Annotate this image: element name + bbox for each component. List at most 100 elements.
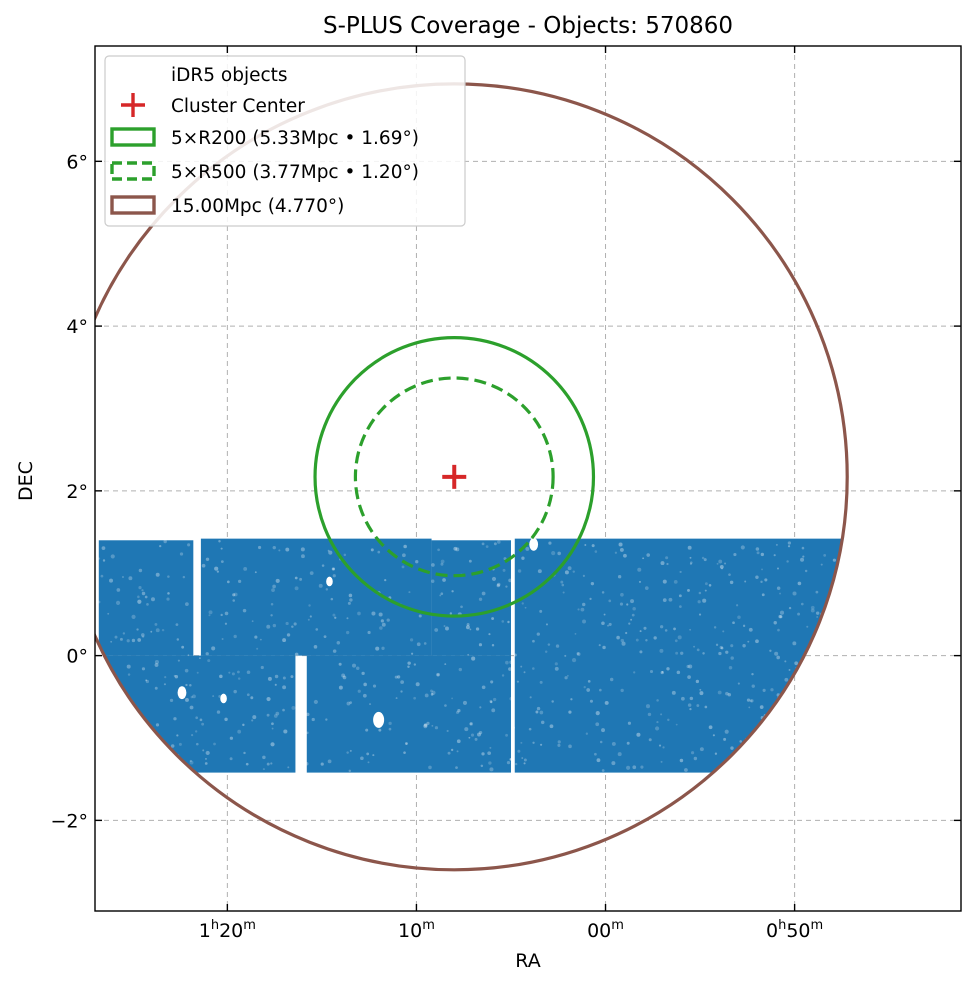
sparse-region bbox=[308, 604, 311, 607]
sparse-region bbox=[150, 630, 153, 633]
sparse-region bbox=[881, 759, 884, 762]
sparse-region bbox=[598, 644, 601, 647]
sparse-region bbox=[814, 643, 819, 648]
sparse-region bbox=[788, 606, 792, 610]
sparse-region bbox=[167, 575, 170, 578]
sparse-region bbox=[687, 675, 691, 679]
sparse-region bbox=[413, 663, 417, 666]
sparse-region bbox=[555, 644, 560, 648]
sparse-region bbox=[426, 721, 430, 725]
sparse-region bbox=[889, 725, 893, 729]
sparse-region bbox=[451, 590, 454, 593]
sparse-region bbox=[528, 727, 532, 731]
sparse-region bbox=[501, 674, 505, 677]
sparse-region bbox=[856, 649, 859, 652]
sparse-region bbox=[451, 697, 454, 700]
sparse-region bbox=[835, 731, 840, 736]
sparse-region bbox=[889, 633, 893, 637]
sparse-region bbox=[676, 670, 681, 675]
sparse-region bbox=[886, 610, 889, 613]
sparse-region bbox=[913, 709, 917, 713]
sparse-region bbox=[889, 540, 892, 543]
sparse-region bbox=[859, 649, 863, 653]
sparse-region bbox=[141, 667, 146, 671]
sparse-region bbox=[614, 551, 618, 554]
sparse-region bbox=[211, 646, 216, 651]
sparse-region bbox=[927, 670, 930, 673]
sparse-region bbox=[402, 553, 406, 558]
sparse-region bbox=[595, 722, 600, 727]
sparse-region bbox=[690, 561, 693, 564]
sparse-region bbox=[509, 697, 513, 701]
sparse-region bbox=[232, 593, 236, 597]
sparse-region bbox=[746, 698, 751, 702]
sparse-region bbox=[577, 608, 580, 611]
sparse-region bbox=[367, 630, 371, 635]
sparse-region bbox=[474, 737, 478, 741]
sparse-region bbox=[256, 647, 259, 650]
sparse-region bbox=[874, 757, 877, 760]
sparse-region bbox=[675, 723, 678, 726]
sparse-region bbox=[505, 660, 509, 665]
sparse-region bbox=[724, 562, 727, 565]
sparse-region bbox=[282, 708, 285, 712]
sparse-region bbox=[564, 570, 569, 575]
sparse-region bbox=[937, 693, 939, 695]
sparse-region bbox=[647, 712, 652, 717]
sparse-region bbox=[944, 641, 947, 644]
sparse-region bbox=[262, 755, 266, 760]
sparse-region bbox=[380, 619, 384, 623]
sparse-region bbox=[840, 613, 844, 617]
sparse-region bbox=[664, 629, 668, 632]
sparse-region bbox=[856, 621, 858, 623]
sparse-region bbox=[434, 726, 439, 730]
sparse-region bbox=[257, 545, 262, 550]
sparse-region bbox=[189, 684, 192, 687]
sparse-region bbox=[144, 595, 148, 599]
sparse-region bbox=[808, 764, 813, 769]
sparse-region bbox=[232, 599, 236, 602]
sparse-region bbox=[595, 711, 600, 716]
sparse-region bbox=[889, 764, 893, 768]
sparse-region bbox=[97, 600, 101, 604]
sparse-region bbox=[826, 646, 829, 648]
sparse-region bbox=[213, 742, 216, 746]
sparse-region bbox=[361, 671, 365, 676]
sparse-region bbox=[155, 628, 160, 633]
sparse-region bbox=[800, 602, 804, 606]
sparse-region bbox=[732, 757, 735, 760]
sparse-region bbox=[923, 702, 927, 706]
sparse-region bbox=[440, 562, 444, 566]
sparse-region bbox=[367, 761, 370, 764]
sparse-region bbox=[220, 560, 224, 564]
sparse-region bbox=[301, 554, 305, 559]
sparse-region bbox=[769, 649, 772, 652]
sparse-region bbox=[489, 699, 493, 703]
sparse-region bbox=[179, 552, 184, 556]
sparse-region bbox=[861, 678, 864, 681]
coverage-tile-2 bbox=[200, 538, 432, 656]
sparse-region bbox=[812, 691, 817, 696]
sparse-region bbox=[779, 610, 785, 615]
y-tick-label: 6° bbox=[66, 151, 88, 173]
tile-group bbox=[97, 538, 947, 773]
sparse-region bbox=[520, 741, 523, 744]
sparse-region bbox=[446, 729, 449, 733]
sparse-region bbox=[668, 597, 673, 602]
sparse-region bbox=[786, 560, 789, 563]
sparse-region bbox=[675, 651, 679, 655]
sparse-region bbox=[137, 638, 142, 642]
sparse-region bbox=[689, 696, 694, 701]
sparse-region bbox=[902, 562, 906, 566]
sparse-region bbox=[394, 675, 398, 679]
sparse-region bbox=[620, 592, 624, 597]
sparse-region bbox=[471, 656, 476, 661]
y-tick-labels: −2° 0° 2° 4° 6° bbox=[50, 151, 88, 832]
sparse-region bbox=[814, 683, 818, 686]
sparse-region bbox=[415, 682, 420, 687]
sparse-region bbox=[189, 705, 194, 710]
sparse-region bbox=[490, 680, 494, 684]
sparse-region bbox=[291, 625, 294, 628]
sparse-region bbox=[784, 677, 789, 682]
x-tick-label: 00m bbox=[587, 918, 624, 942]
